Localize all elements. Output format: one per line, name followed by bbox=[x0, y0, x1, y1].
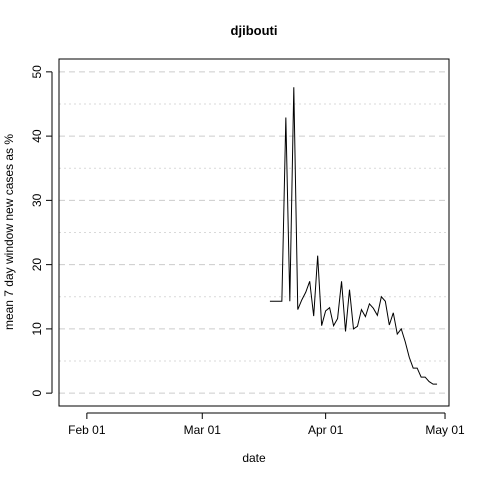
plot-frame bbox=[58, 58, 450, 407]
axes: 0 10 20 30 40 50 Feb 01 Mar 01 Apr 01 May 01 bbox=[30, 65, 465, 437]
chart-title: djibouti bbox=[231, 23, 278, 38]
y-tick-label: 50 bbox=[30, 65, 44, 79]
series-line bbox=[269, 87, 438, 385]
y-tick-label: 30 bbox=[30, 193, 44, 207]
y-tick-label: 20 bbox=[30, 258, 44, 272]
y-axis-label: mean 7 day window new cases as % bbox=[2, 134, 16, 330]
x-tick-label: Mar 01 bbox=[184, 423, 222, 437]
x-tick-label: Feb 01 bbox=[68, 423, 106, 437]
y-tick-label: 10 bbox=[30, 322, 44, 336]
x-tick-label: May 01 bbox=[425, 423, 465, 437]
x-tick-label: Apr 01 bbox=[308, 423, 344, 437]
y-tick-label: 40 bbox=[30, 129, 44, 143]
y-tick-label: 0 bbox=[30, 389, 44, 396]
x-axis-label: date bbox=[242, 451, 266, 465]
grid-lines bbox=[59, 71, 449, 394]
